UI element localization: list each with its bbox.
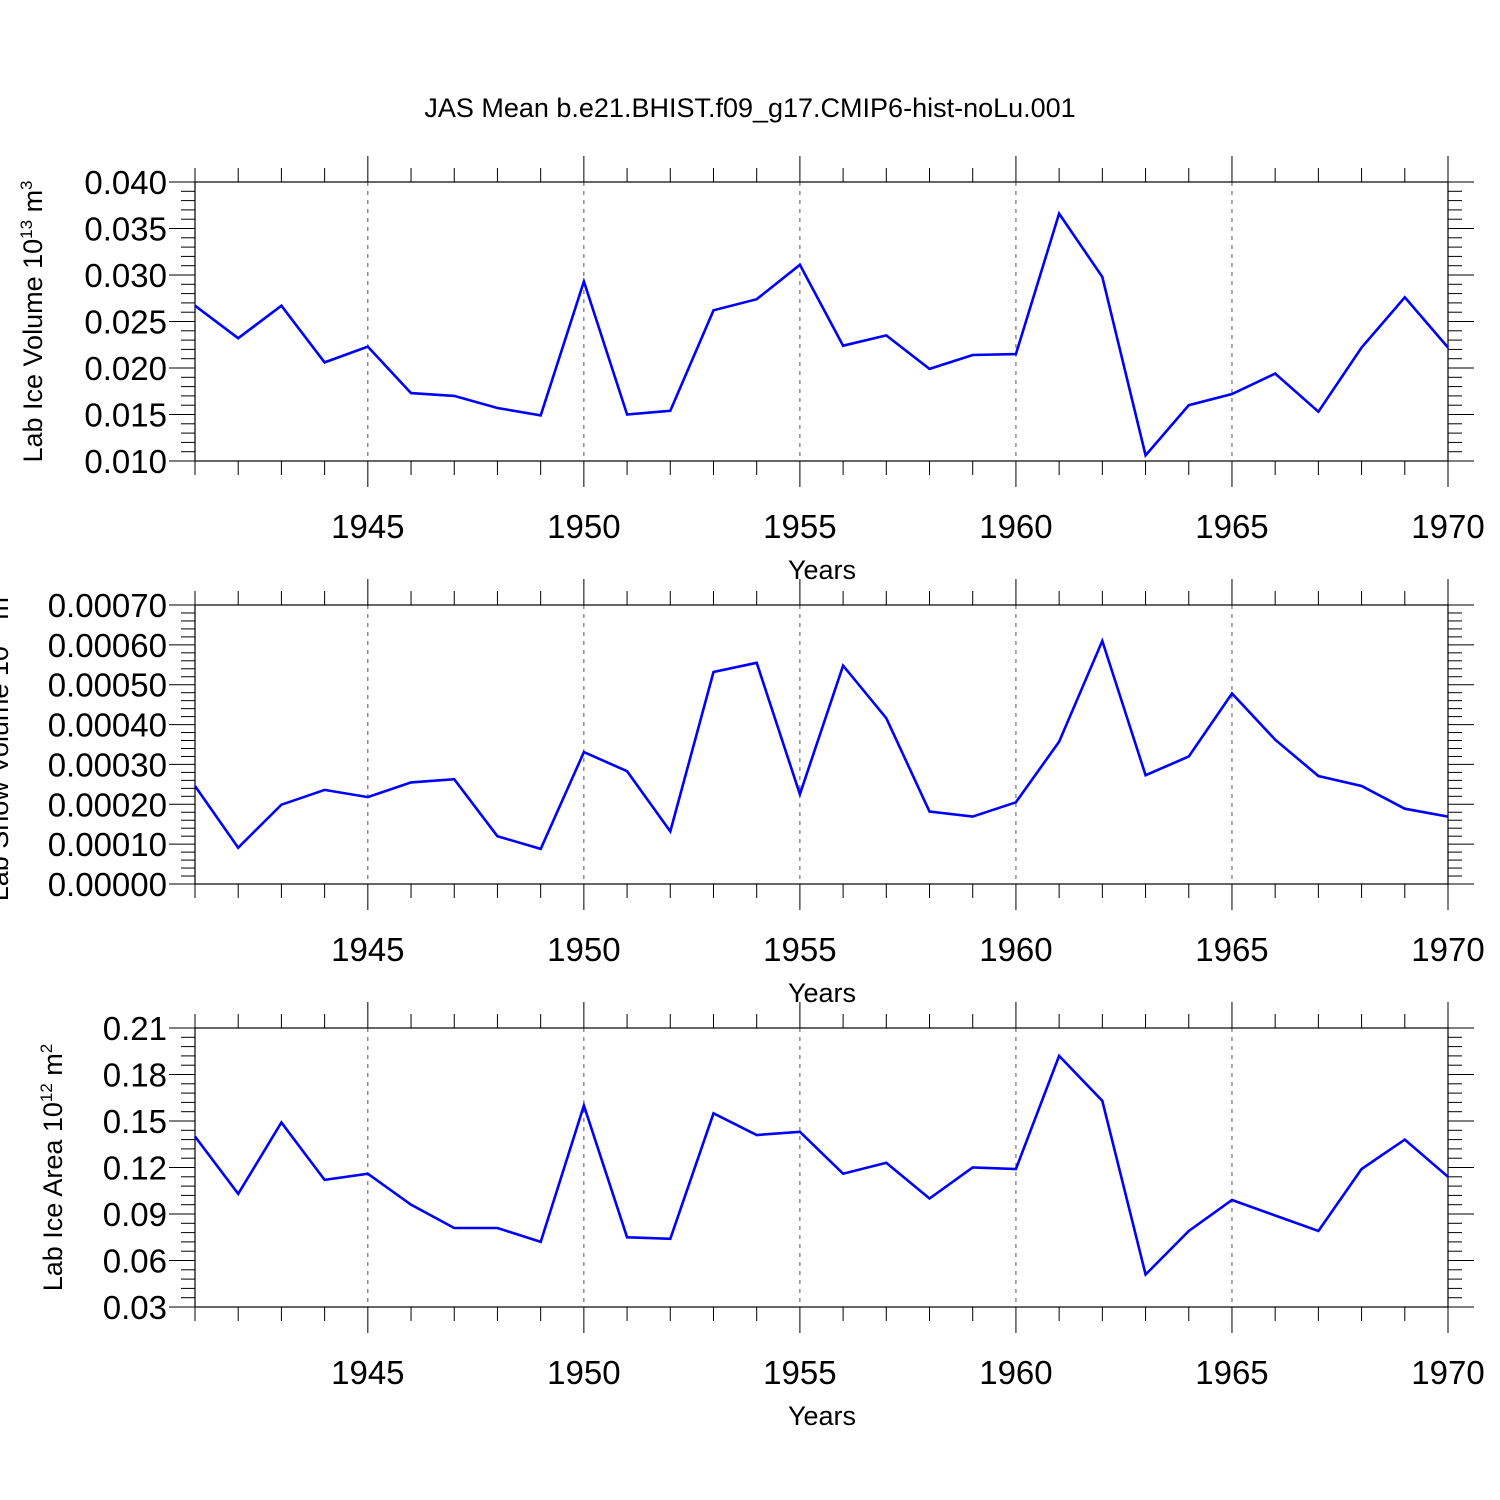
panel-1-y-tick-label-6: 0.040 <box>84 164 167 201</box>
panel-1-x-tick-label-1970: 1970 <box>1411 508 1484 545</box>
panel-3-x-tick-label-1950: 1950 <box>547 1354 620 1391</box>
panel-1-x-axis-title: Years <box>788 555 856 585</box>
panel-2-y-tick-label-4: 0.00040 <box>48 707 167 744</box>
panel-2-y-axis-title: Lab Snow Volume 1013 m3 <box>0 588 14 902</box>
panel-2-y-tick-label-1: 0.00010 <box>48 826 167 863</box>
panel-2-y-tick-label-7: 0.00070 <box>48 587 167 624</box>
panel-1-x-tick-label-1965: 1965 <box>1195 508 1268 545</box>
panel-2-series-line-0 <box>193 637 1449 851</box>
panel-2-y-tick-label-0: 0.00000 <box>48 866 167 903</box>
panel-3-y-tick-label-1: 0.06 <box>103 1243 167 1280</box>
panel-2-y-tick-label-3: 0.00030 <box>48 746 167 783</box>
panel-2-x-axis-title: Years <box>788 978 856 1008</box>
panel-2-x-tick-label-1945: 1945 <box>331 931 404 968</box>
panel-3-plot-frame <box>194 1027 1449 1308</box>
panel-3-y-tick-label-4: 0.15 <box>103 1103 167 1140</box>
panel-1-y-tick-label-5: 0.035 <box>84 211 167 248</box>
panel-1-series-line-0 <box>194 210 1449 459</box>
panel-3-x-tick-label-1970: 1970 <box>1411 1354 1484 1391</box>
figure-title: JAS Mean b.e21.BHIST.f09_g17.CMIP6-hist-… <box>424 93 1076 123</box>
panel-3-x-tick-label-1945: 1945 <box>331 1354 404 1391</box>
panel-3-y-tick-label-5: 0.18 <box>103 1057 167 1094</box>
panel-3-y-tick-label-3: 0.12 <box>103 1150 167 1187</box>
panel-3-series-line-0 <box>193 1053 1449 1278</box>
panel-3-x-axis-title: Years <box>788 1401 856 1431</box>
panel-2-x-tick-label-1965: 1965 <box>1195 931 1268 968</box>
panel-1-y-tick-label-2: 0.020 <box>84 350 167 387</box>
panel-2-y-tick-label-6: 0.00060 <box>48 627 167 664</box>
panel-2-plot-frame <box>194 604 1449 885</box>
panel-3-y-tick-label-6: 0.21 <box>103 1010 167 1047</box>
panel-3-x-tick-label-1955: 1955 <box>763 1354 836 1391</box>
panel-1-y-axis-title: Lab Ice Volume 1013 m3 <box>17 180 48 462</box>
panel-2-x-tick-label-1960: 1960 <box>979 931 1052 968</box>
panel-1-x-tick-label-1960: 1960 <box>979 508 1052 545</box>
panel-2-y-tick-label-2: 0.00020 <box>48 786 167 823</box>
panel-1-y-tick-label-1: 0.015 <box>84 397 167 434</box>
panel-3-y-tick-label-0: 0.03 <box>103 1289 167 1326</box>
panel-3-y-tick-label-2: 0.09 <box>103 1196 167 1233</box>
panel-3-x-tick-label-1960: 1960 <box>979 1354 1052 1391</box>
panel-2-x-tick-label-1970: 1970 <box>1411 931 1484 968</box>
panel-3-y-axis-title: Lab Ice Area 1012 m2 <box>37 1044 68 1292</box>
panel-1-y-tick-label-3: 0.025 <box>84 304 167 341</box>
panel-2-x-tick-label-1950: 1950 <box>547 931 620 968</box>
panel-1-x-tick-label-1950: 1950 <box>547 508 620 545</box>
panel-1-plot-frame <box>194 181 1449 462</box>
panel-1-x-tick-label-1955: 1955 <box>763 508 836 545</box>
panel-1-y-tick-label-4: 0.030 <box>84 257 167 294</box>
panel-1-y-tick-label-0: 0.010 <box>84 443 167 480</box>
panel-2-x-tick-label-1955: 1955 <box>763 931 836 968</box>
panel-2-y-tick-label-5: 0.00050 <box>48 667 167 704</box>
panel-1-x-tick-label-1945: 1945 <box>331 508 404 545</box>
panel-3-x-tick-label-1965: 1965 <box>1195 1354 1268 1391</box>
